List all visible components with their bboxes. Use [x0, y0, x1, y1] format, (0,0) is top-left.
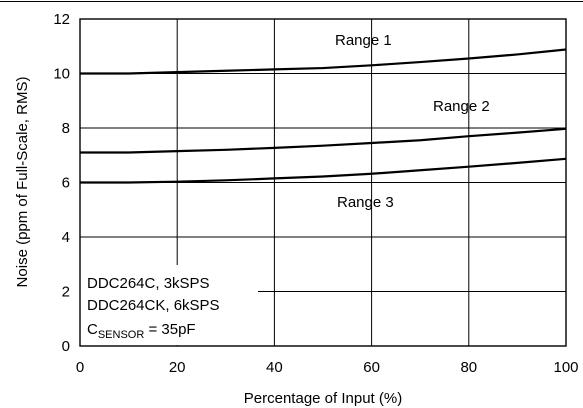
- annotation-line-3: CSENSOR = 35pF: [87, 321, 196, 341]
- y-tick-label-6: 12: [53, 11, 70, 28]
- series-label-range-3: Range 3: [337, 194, 394, 211]
- series-line-range-1: [80, 48, 567, 75]
- top-rule: [0, 1, 583, 2]
- y-tick-label-4: 8: [62, 120, 70, 137]
- y-tick-label-5: 10: [53, 66, 70, 83]
- annotation-line-1: DDC264C, 3kSPS: [87, 275, 210, 292]
- csensor-subscript: SENSOR: [98, 329, 145, 341]
- annotation-box: DDC264C, 3kSPS DDC264CK, 6kSPS CSENSOR =…: [80, 265, 258, 345]
- csensor-suffix: = 35pF: [144, 321, 195, 338]
- y-tick-label-3: 6: [62, 175, 70, 192]
- y-tick-label-1: 2: [62, 284, 70, 301]
- x-tick-label-1: 20: [169, 359, 186, 376]
- series-label-range-1: Range 1: [335, 32, 392, 49]
- series-line-range-3: [80, 157, 567, 184]
- y-axis-title: Noise (ppm of Full-Scale, RMS): [14, 77, 31, 288]
- x-axis-title: Percentage of Input (%): [244, 390, 402, 407]
- y-tick-labels: 0 2 4 6 8 10 12: [53, 11, 70, 355]
- x-tick-label-3: 60: [363, 359, 380, 376]
- annotation-background: [80, 265, 258, 345]
- x-tick-labels: 0 20 40 60 80 100: [76, 359, 579, 376]
- csensor-prefix: C: [87, 321, 98, 338]
- y-tick-label-0: 0: [62, 338, 70, 355]
- x-tick-label-5: 100: [553, 359, 578, 376]
- annotation-line-2: DDC264CK, 6kSPS: [87, 297, 220, 314]
- x-tick-label-4: 80: [460, 359, 477, 376]
- plot-frame: [79, 18, 567, 347]
- x-tick-label-2: 40: [266, 359, 283, 376]
- series-line-range-2: [80, 127, 567, 154]
- y-tick-label-2: 4: [62, 229, 70, 246]
- series-lines: [80, 48, 567, 184]
- series-label-range-2: Range 2: [433, 98, 490, 115]
- x-tick-label-0: 0: [76, 359, 84, 376]
